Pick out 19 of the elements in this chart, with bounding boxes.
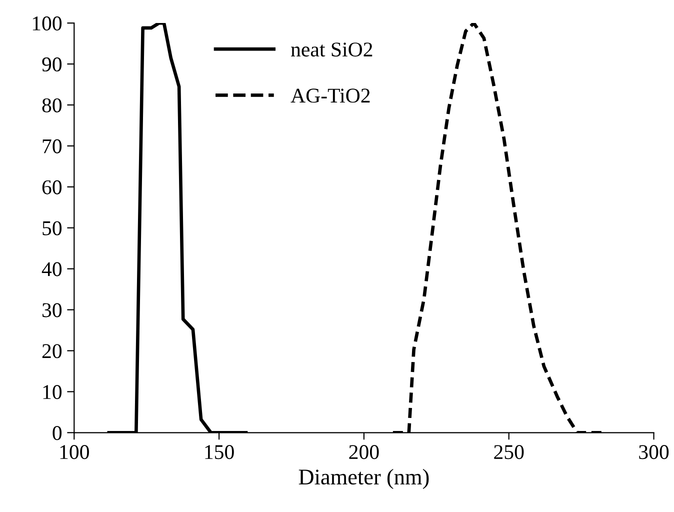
x-axis-title: Diameter (nm) — [298, 468, 429, 490]
y-tick-label: 40 — [42, 262, 62, 276]
x-tick-label: 100 — [60, 445, 89, 460]
y-tick-label: 20 — [42, 344, 62, 358]
x-tick-label: 300 — [639, 445, 669, 460]
y-tick-label: 70 — [42, 139, 62, 154]
y-tick-label: 90 — [42, 57, 62, 72]
y-tick-label: 10 — [43, 385, 62, 400]
y-tick-label: 80 — [42, 98, 62, 112]
legend-label: AG-TiO2 — [290, 88, 370, 103]
x-tick-label: 150 — [205, 445, 234, 460]
y-tick-label: 0 — [52, 426, 62, 440]
y-tick-label: 60 — [42, 180, 62, 194]
y-tick-label: 100 — [32, 16, 62, 30]
x-tick-label: 250 — [494, 445, 524, 460]
y-tick-label: 30 — [42, 303, 62, 318]
x-tick-label: 200 — [349, 445, 379, 460]
y-tick-label: 50 — [42, 221, 62, 236]
legend-label: neat SiO2 — [291, 42, 372, 57]
